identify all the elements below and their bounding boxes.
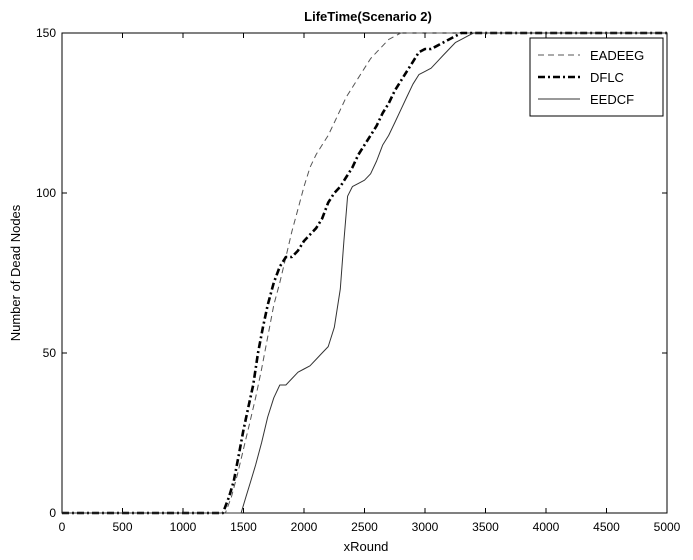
y-tick-label: 50	[43, 346, 57, 360]
series-line-dflc	[62, 31, 667, 515]
y-tick-label: 0	[49, 506, 56, 520]
y-axis-label: Number of Dead Nodes	[8, 204, 23, 341]
x-tick-label: 2500	[351, 520, 378, 534]
x-tick-label: 1500	[230, 520, 257, 534]
x-tick-label: 2000	[291, 520, 318, 534]
legend-label: DFLC	[590, 70, 624, 85]
x-tick-label: 1000	[170, 520, 197, 534]
x-tick-label: 3500	[472, 520, 499, 534]
y-tick-label: 150	[36, 26, 56, 40]
x-tick-label: 0	[59, 520, 66, 534]
x-axis: 0 500 1000 1500 2000 2500 3000 3500 4000 4500 5000	[59, 33, 681, 534]
legend-label: EADEEG	[590, 48, 644, 63]
y-tick-label: 100	[36, 186, 56, 200]
legend-label: EEDCF	[590, 92, 634, 107]
series-line-eadeeg	[62, 32, 667, 514]
series-layer	[62, 31, 667, 515]
legend-box	[529, 37, 664, 117]
series-line-eedcf	[62, 32, 667, 514]
x-tick-label: 5000	[654, 520, 681, 534]
x-axis-label: xRound	[344, 539, 389, 554]
x-tick-label: 4000	[533, 520, 560, 534]
x-tick-label: 3000	[412, 520, 439, 534]
chart-title: LifeTime(Scenario 2)	[304, 9, 432, 24]
legend: EADEEG DFLC EEDCF	[529, 37, 664, 117]
x-tick-label: 500	[112, 520, 132, 534]
x-tick-label: 4500	[593, 520, 620, 534]
